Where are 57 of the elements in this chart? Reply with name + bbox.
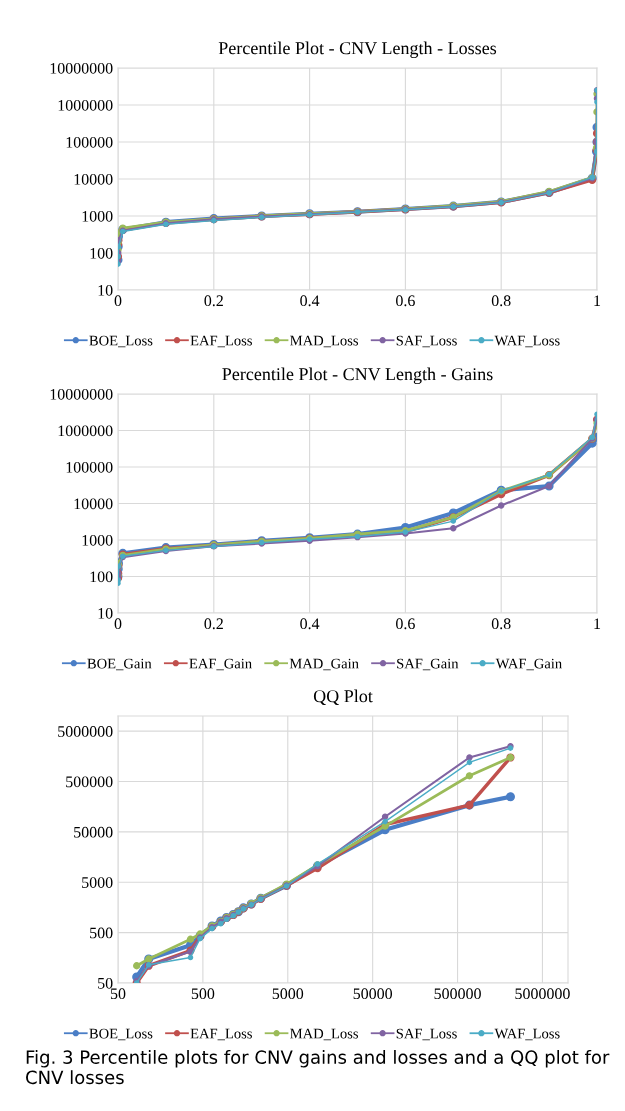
legend-label: SAF_Loss (396, 335, 457, 348)
legend-label: EAF_Loss (190, 1028, 252, 1041)
x-tick-label: 0 (114, 618, 122, 630)
legend-label: SAF_Gain (397, 658, 459, 671)
x-tick-label: 500000 (434, 988, 481, 1000)
y-tick-label: 10 (98, 284, 113, 296)
x-tick-label: 0.4 (300, 618, 320, 630)
y-tick-label: 100000 (66, 461, 113, 473)
chart-title: QQ Plot (313, 689, 373, 706)
y-tick-label: 50 (98, 977, 113, 989)
legend-label: MAD_Gain (289, 658, 359, 671)
legend-label: BOE_Loss (89, 1028, 153, 1041)
chart-title: Percentile Plot - CNV Length - Gains (222, 367, 493, 385)
legend-label: EAF_Gain (189, 658, 252, 671)
y-tick-label: 100 (90, 571, 113, 583)
x-tick-label: 0.4 (300, 295, 320, 307)
y-tick-label: 10 (98, 607, 113, 619)
y-tick-label: 10000000 (50, 388, 113, 400)
x-tick-label: 0.8 (491, 295, 511, 307)
y-tick-label: 100000 (66, 136, 113, 148)
x-tick-label: 50000 (353, 988, 393, 1000)
x-tick-label: 0.8 (491, 618, 511, 630)
x-tick-label: 0 (114, 295, 122, 307)
x-tick-label: 1 (594, 618, 601, 629)
y-tick-label: 10000 (74, 498, 113, 510)
x-tick-label: 0.6 (396, 618, 415, 630)
legend-label: BOE_Loss (89, 335, 153, 348)
y-tick-label: 5000 (82, 877, 113, 888)
legend-label: MAD_Loss (290, 335, 359, 348)
legend-label: WAF_Gain (495, 658, 562, 671)
y-tick-label: 1000 (82, 210, 113, 222)
y-tick-label: 1000 (82, 534, 113, 546)
legend-label: BOE_Gain (87, 658, 152, 671)
chart-title: Percentile Plot - CNV Length - Losses (218, 41, 497, 59)
y-tick-label: 1000000 (58, 99, 113, 111)
caption: Fig. 3 Percentile plots for CNV gains and losses and a QQ plot for CNV losses (26, 1050, 610, 1085)
y-tick-label: 50000 (74, 826, 113, 838)
x-tick-label: 50 (110, 988, 126, 1000)
x-tick-label: 1 (594, 295, 601, 306)
y-tick-label: 5000000 (58, 726, 113, 737)
legend-label: WAF_Loss (494, 1028, 560, 1041)
x-tick-label: 0.6 (396, 295, 415, 307)
y-tick-label: 10000 (74, 173, 113, 185)
legend-label: SAF_Loss (396, 1028, 457, 1041)
x-tick-label: 5000 (272, 988, 304, 1000)
y-tick-label: 100 (90, 247, 113, 259)
legend-label: MAD_Loss (290, 1028, 359, 1041)
y-tick-label: 500000 (66, 776, 113, 788)
x-tick-label: 500 (191, 988, 215, 1000)
y-tick-label: 1000000 (58, 425, 113, 437)
x-tick-label: 0.2 (204, 295, 223, 307)
legend-label: EAF_Loss (190, 335, 252, 348)
y-tick-label: 500 (90, 927, 113, 939)
y-tick-label: 10000000 (50, 62, 113, 74)
legend-label: WAF_Loss (494, 335, 560, 348)
x-tick-label: 5000000 (515, 988, 570, 1000)
x-tick-label: 0.2 (204, 618, 223, 630)
